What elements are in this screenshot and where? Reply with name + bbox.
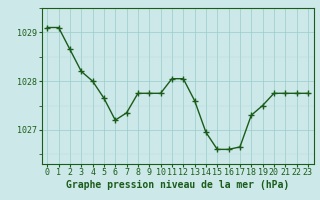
X-axis label: Graphe pression niveau de la mer (hPa): Graphe pression niveau de la mer (hPa) — [66, 180, 289, 190]
